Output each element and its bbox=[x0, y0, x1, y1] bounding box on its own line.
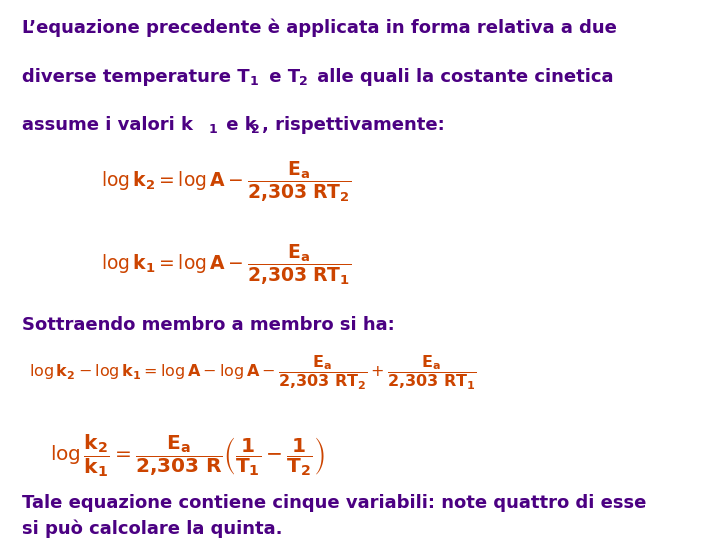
Text: $\log \mathbf{k_2} - \log \mathbf{k_1} = \log \mathbf{A} - \log \mathbf{A} - \df: $\log \mathbf{k_2} - \log \mathbf{k_1} =… bbox=[29, 354, 477, 392]
Text: diverse temperature T: diverse temperature T bbox=[22, 68, 249, 85]
Text: alle quali la costante cinetica: alle quali la costante cinetica bbox=[311, 68, 613, 85]
Text: e k: e k bbox=[220, 116, 256, 134]
Text: L’equazione precedente è applicata in forma relativa a due: L’equazione precedente è applicata in fo… bbox=[22, 19, 616, 37]
Text: Tale equazione contiene cinque variabili: note quattro di esse: Tale equazione contiene cinque variabili… bbox=[22, 494, 646, 512]
Text: si può calcolare la quinta.: si può calcolare la quinta. bbox=[22, 519, 282, 538]
Text: 1: 1 bbox=[249, 75, 258, 87]
Text: 2: 2 bbox=[299, 75, 307, 87]
Text: $\log \mathbf{k_2} = \log \mathbf{A} - \dfrac{\mathbf{E_a}}{\mathbf{2{,}303\ RT_: $\log \mathbf{k_2} = \log \mathbf{A} - \… bbox=[101, 159, 351, 204]
Text: 2: 2 bbox=[251, 123, 260, 136]
Text: assume i valori k: assume i valori k bbox=[22, 116, 193, 134]
Text: , rispettivamente:: , rispettivamente: bbox=[262, 116, 445, 134]
Text: $\log \mathbf{k_1} = \log \mathbf{A} - \dfrac{\mathbf{E_a}}{\mathbf{2{,}303\ RT_: $\log \mathbf{k_1} = \log \mathbf{A} - \… bbox=[101, 243, 351, 287]
Text: 1: 1 bbox=[208, 123, 217, 136]
Text: e T: e T bbox=[263, 68, 300, 85]
Text: Sottraendo membro a membro si ha:: Sottraendo membro a membro si ha: bbox=[22, 316, 395, 334]
Text: $\log \dfrac{\mathbf{k_2}}{\mathbf{k_1}} = \dfrac{\mathbf{E_a}}{\mathbf{2{,}303\: $\log \dfrac{\mathbf{k_2}}{\mathbf{k_1}}… bbox=[50, 432, 325, 479]
